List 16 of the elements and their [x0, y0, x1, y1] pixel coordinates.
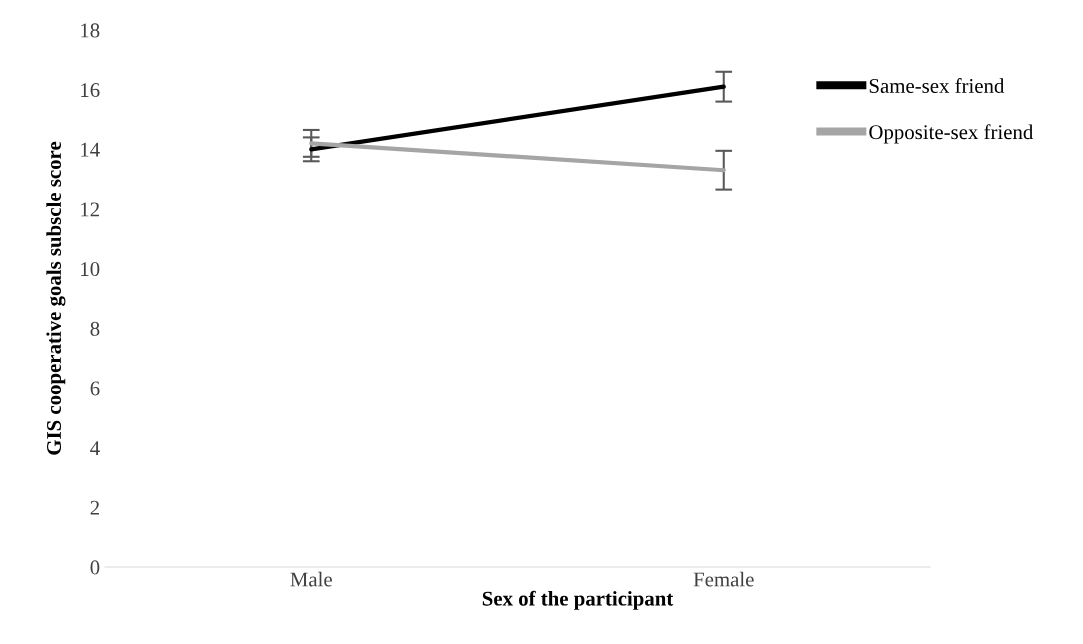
y-tick-label: 4	[90, 441, 100, 455]
y-tick-label: 2	[90, 500, 99, 515]
x-axis-title: Sex of the participant	[482, 590, 674, 610]
y-tick-label: 12	[81, 202, 99, 217]
y-tick-label: 6	[90, 381, 100, 396]
y-tick-label: 8	[90, 321, 100, 336]
x-tick-label: Male	[290, 571, 332, 587]
y-axis-title: GIS cooperative goals subscle score	[46, 141, 66, 455]
legend-label: Opposite-sex friend	[869, 124, 1034, 144]
y-tick-label: 10	[81, 262, 100, 277]
y-tick-label: 16	[81, 83, 100, 98]
x-tick-label: Female	[693, 571, 754, 587]
legend-label: Same-sex friend	[869, 78, 1005, 93]
y-tick-label: 14	[81, 142, 100, 157]
y-tick-label: 18	[81, 23, 100, 38]
y-tick-label: 0	[90, 560, 100, 575]
